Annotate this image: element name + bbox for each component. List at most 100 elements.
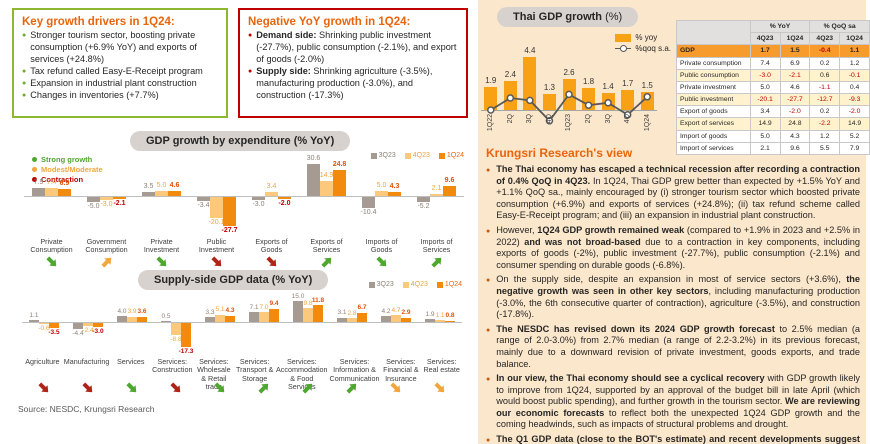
bar-value-label: 9.8 (303, 299, 313, 307)
text-segment: to 2.5% median (a range of 2.0-3.0%) fro… (496, 323, 860, 369)
trend-arrow-down-icon (44, 254, 60, 270)
bar-value-label: 11.8 (311, 296, 325, 304)
yoy-bar (542, 94, 556, 110)
qoq-line (487, 90, 651, 125)
view-bullet-text: The Thai economy has escaped a technical… (496, 164, 860, 222)
row-value: 1.1 (839, 44, 870, 58)
trend-arrow-down-icon (388, 380, 404, 396)
arrow-cell (330, 380, 374, 398)
source-note: Source: NESDC, Krungsri Research (18, 404, 155, 414)
bar-value-label: -4.4 (72, 330, 84, 338)
view-bullet: ● The Q1 GDP data (close to the BOT's est… (486, 434, 860, 444)
trend-arrow-down-icon (124, 380, 140, 396)
trend-arrow-up-icon (429, 254, 445, 270)
row-value: 24.8 (779, 117, 811, 131)
x-axis-line (481, 110, 657, 111)
x-tick-text: 2Q (585, 114, 592, 124)
negative-item: ● Supply side: Shrinking agriculture (-3.… (248, 66, 458, 102)
key-drivers-title: Key growth drivers in 1Q24: (22, 16, 175, 28)
x-tick-label: 3Q (520, 114, 540, 140)
legend-swatch-icon (370, 152, 377, 159)
negative-growth-box: Negative YoY growth in 1Q24: ● Demand sid… (238, 8, 468, 118)
bar-value-label: 2.8 (347, 309, 357, 317)
table-row: Import of services 2.1 9.6 5.5 7.9 (676, 141, 870, 155)
bar-1q24 (223, 197, 236, 226)
text-segment: Changes in inventories (+7.7%) (30, 89, 159, 100)
x-tick-text: 3Q (526, 114, 534, 124)
bar-3q23 (362, 197, 375, 208)
row-label: Export of goods (676, 105, 751, 119)
bullet-icon: ● (486, 376, 491, 384)
view-bullet-text: The NESDC has revised down its 2024 GDP … (496, 324, 860, 370)
row-value: 4.3 (779, 129, 811, 143)
row-value: -2.1 (779, 68, 811, 82)
row-value: 1.5 (779, 44, 811, 58)
bar-4q23 (391, 315, 401, 322)
status-legend-item: Modest/Moderate (32, 165, 103, 174)
bar-value-label: 1.9 (425, 310, 435, 318)
bar-value-label: -2.0 (278, 200, 291, 208)
legend-label: % yoy (635, 33, 658, 42)
bar-1q24 (181, 323, 191, 348)
status-legend-item: Strong growth (32, 155, 103, 164)
bar-value-label: 9.4 (269, 300, 279, 308)
row-value: 0.2 (809, 105, 841, 119)
x-tick-label: 2Q (579, 114, 599, 140)
table-sub-header: 1Q24 (839, 32, 870, 46)
bar-value-label: 30.6 (306, 155, 321, 163)
bar-value-label: 3.9 (127, 308, 137, 316)
legend-label: 3Q23 (376, 281, 394, 288)
table-row: Private consumption 7.4 6.9 0.2 1.2 (676, 56, 870, 70)
text-segment: In 1Q24, Thai GDP grew better than expec… (496, 175, 860, 221)
gdp-chart-legend: % yoy %qoq s.a. (615, 32, 671, 54)
row-value: 7.4 (749, 56, 781, 70)
category-label: Services: Financial & Insurance (383, 357, 419, 383)
row-value: 0.4 (839, 80, 870, 95)
legend-label: %qoq s.a. (635, 44, 671, 53)
bullet-icon: ● (22, 91, 27, 99)
bar-3q23 (417, 197, 430, 203)
bar-value-label: 7.1 (249, 303, 259, 311)
driver-item: ● Tax refund called Easy-E-Receipt progra… (22, 66, 218, 78)
legend-qoq: %qoq s.a. (615, 43, 671, 54)
arrow-cell (409, 254, 464, 272)
bullet-icon: ● (486, 277, 491, 285)
bar-3q23 (381, 316, 391, 322)
bar-value-label: -20.1 (208, 218, 225, 226)
bar-value-label: 9.6 (444, 177, 455, 185)
bar-3q23 (87, 197, 100, 203)
bar-value-label: 1.1 (29, 311, 39, 319)
row-label: Import of goods (676, 129, 751, 143)
negative-item-text: Supply side: Shrinking agriculture (-3.5… (256, 66, 458, 102)
bar-value-label: -3.0 (252, 201, 265, 209)
bar-4q23 (83, 323, 93, 327)
row-value: 1.7 (749, 44, 781, 58)
category-label: Services: Wholesale & Retail trade (197, 357, 231, 392)
bar-1q24 (357, 312, 367, 322)
arrow-cell (154, 380, 198, 398)
trend-arrow-down-icon (168, 380, 184, 396)
expenditure-chart: 3Q23 4Q23 1Q24 Strong growth Modest/Moderate… (24, 150, 464, 270)
x-tick-text: 4Q (545, 114, 553, 124)
text-segment: (compared to +1.9% in 2023 and +2.5% in … (496, 224, 861, 247)
series-legend: 3Q23 4Q23 1Q24 (368, 281, 462, 288)
table-group-header: % YoY (749, 19, 811, 34)
legend-item: 3Q23 (370, 152, 396, 159)
row-value: 14.9 (749, 117, 781, 131)
bar-value-label: -3.0 (100, 201, 113, 209)
bar-value-label: 4.3 (225, 307, 235, 315)
bullet-icon: ● (486, 227, 491, 235)
table-row: Public consumption -3.0 -2.1 0.6 -0.1 (676, 68, 870, 82)
bar-value-label: 5.0 (376, 181, 387, 189)
supply-chart-title: Supply-side GDP data (% YoY) (138, 270, 329, 290)
bar-value-label: 6.9 (59, 179, 70, 187)
legend-item: 3Q23 (368, 281, 394, 288)
row-value: -2.0 (839, 105, 870, 119)
view-bullet-text: However, 1Q24 GDP growth remained weak (… (496, 225, 860, 271)
text-segment: In our view, the Thai economy should see… (496, 373, 765, 384)
bar-4q23 (215, 314, 225, 322)
bar-value-label: -5.0 (87, 203, 100, 211)
bar-4q23 (435, 320, 445, 322)
bar-1q24 (401, 317, 411, 322)
legend-item: 1Q24 (436, 281, 462, 288)
